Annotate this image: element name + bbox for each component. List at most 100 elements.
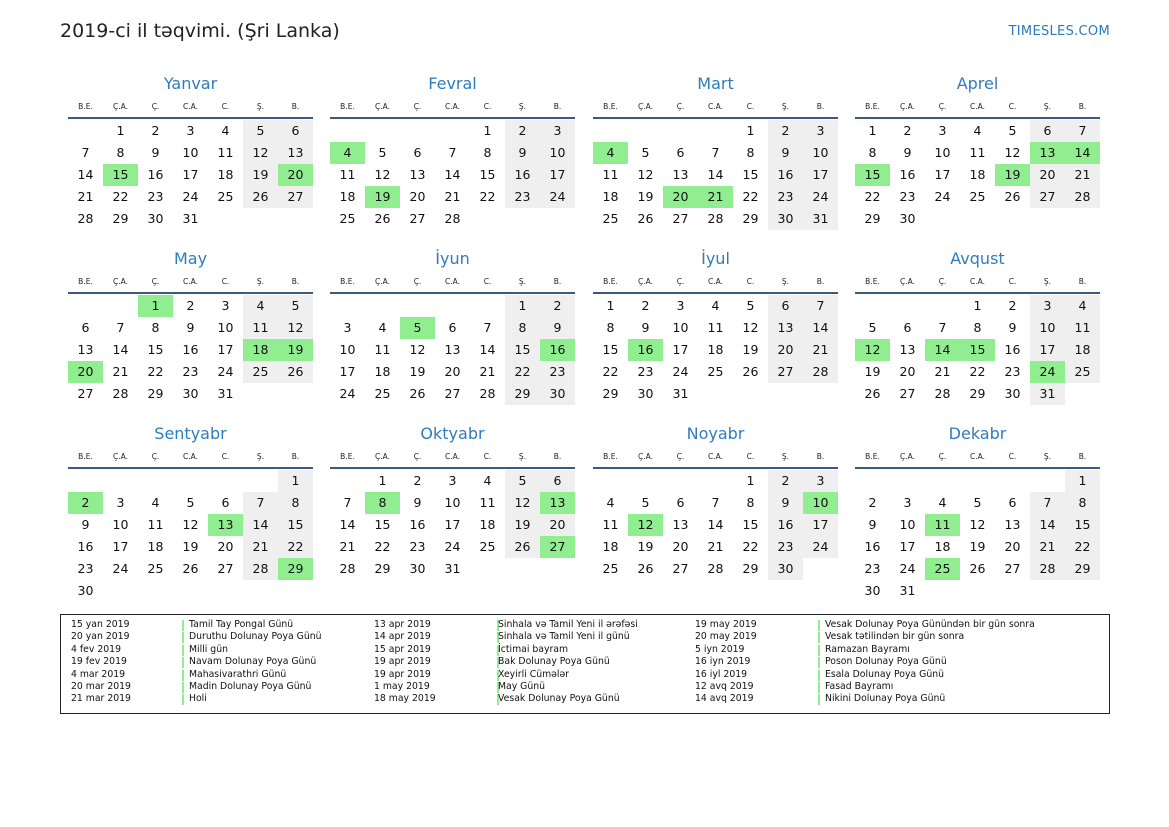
day-cell: 8 bbox=[973, 320, 982, 335]
holiday-day-cell: 20 bbox=[68, 361, 103, 383]
day-cell: 4 bbox=[243, 295, 278, 317]
day-cell: 2 bbox=[903, 123, 912, 138]
weekday-label: Ş. bbox=[1043, 102, 1052, 111]
day-cell: 12 bbox=[243, 142, 278, 164]
holiday-name: May Günü bbox=[498, 681, 546, 692]
holiday-marker bbox=[818, 620, 820, 631]
day-cell: 1 bbox=[378, 473, 387, 488]
day-cell: 24 bbox=[899, 561, 916, 576]
day-cell: 10 bbox=[182, 145, 199, 160]
day-cell: 21 bbox=[479, 364, 496, 379]
day-cell: 31 bbox=[803, 208, 838, 230]
day-cell: 29 bbox=[147, 386, 164, 401]
day-cell: 6 bbox=[1008, 495, 1017, 510]
day-cell: 2 bbox=[868, 495, 877, 510]
weekday-label: Ç.A. bbox=[899, 277, 915, 286]
day-cell: 30 bbox=[768, 558, 803, 580]
weekday-label: C. bbox=[1008, 102, 1017, 111]
day-cell: 18 bbox=[147, 539, 164, 554]
day-cell: 13 bbox=[672, 167, 689, 182]
day-cell: 9 bbox=[413, 495, 422, 510]
day-cell: 13 bbox=[409, 167, 426, 182]
day-cell: 1 bbox=[505, 295, 540, 317]
holiday-name: Vesak Dolunay Poya Günü bbox=[498, 693, 620, 705]
month-name: Fevral bbox=[428, 74, 477, 93]
day-cell: 23 bbox=[864, 561, 881, 576]
day-cell: 20 bbox=[409, 189, 426, 204]
holiday-date: 4 fev 2019 bbox=[71, 643, 121, 655]
weekday-label: Ş. bbox=[518, 277, 527, 286]
day-cell: 12 bbox=[637, 167, 654, 182]
day-cell: 6 bbox=[768, 295, 803, 317]
day-cell: 11 bbox=[602, 517, 619, 532]
weekday-header: B.E. Ç.A. Ç. C.A. C. Ş. B. bbox=[593, 102, 838, 118]
day-cell: 9 bbox=[81, 517, 90, 532]
day-cell: 7 bbox=[1030, 492, 1065, 514]
day-cell: 11 bbox=[217, 145, 234, 160]
weekday-label: Ç. bbox=[676, 102, 685, 111]
day-cell: 11 bbox=[969, 145, 986, 160]
day-cell: 28 bbox=[1065, 186, 1100, 208]
day-cell: 3 bbox=[938, 123, 947, 138]
holiday-name: İctimai bayram bbox=[498, 643, 569, 655]
weekday-label: Ç. bbox=[413, 277, 422, 286]
weekday-label: Ç. bbox=[676, 277, 685, 286]
weekday-label: C.A. bbox=[969, 102, 985, 111]
day-cell: 7 bbox=[343, 495, 352, 510]
weekday-label: B.E. bbox=[603, 102, 618, 111]
weekday-label: B. bbox=[291, 452, 300, 461]
day-cell: 30 bbox=[768, 208, 803, 230]
day-cell: 7 bbox=[116, 320, 125, 335]
day-cell: 27 bbox=[409, 211, 426, 226]
day-cell: 19 bbox=[637, 189, 654, 204]
day-cell: 16 bbox=[77, 539, 94, 554]
day-cell: 2 bbox=[768, 470, 803, 492]
weekday-label: Ç. bbox=[151, 102, 160, 111]
holiday-day-cell: 15 bbox=[103, 164, 138, 186]
day-cell: 16 bbox=[768, 514, 803, 536]
weekday-label: Ç.A. bbox=[112, 452, 128, 461]
holiday-row: 4 fev 2019 Milli gün bbox=[71, 644, 471, 656]
day-cell: 18 bbox=[707, 342, 724, 357]
day-cell: 18 bbox=[1065, 339, 1100, 361]
day-cell: 10 bbox=[444, 495, 461, 510]
day-cell: 15 bbox=[374, 517, 391, 532]
day-cell: 21 bbox=[803, 339, 838, 361]
day-cell: 28 bbox=[444, 211, 461, 226]
day-cell: 28 bbox=[934, 386, 951, 401]
day-cell: 1 bbox=[483, 123, 492, 138]
weekday-label: Ç.A. bbox=[637, 277, 653, 286]
holiday-marker bbox=[497, 620, 499, 631]
day-cell: 7 bbox=[81, 145, 90, 160]
day-cell: 15 bbox=[147, 342, 164, 357]
day-cell: 25 bbox=[374, 386, 391, 401]
day-cell: 21 bbox=[112, 364, 129, 379]
day-cell: 6 bbox=[278, 120, 313, 142]
day-cell: 6 bbox=[903, 320, 912, 335]
holiday-date: 5 iyn 2019 bbox=[695, 643, 745, 655]
holiday-marker bbox=[818, 644, 820, 656]
day-cell: 10 bbox=[112, 517, 129, 532]
day-cell: 2 bbox=[151, 123, 160, 138]
day-cell: 18 bbox=[602, 539, 619, 554]
day-cell: 17 bbox=[899, 539, 916, 554]
weekday-label: B. bbox=[1078, 102, 1087, 111]
day-cell: 23 bbox=[182, 364, 199, 379]
day-cell: 21 bbox=[444, 189, 461, 204]
day-cell: 17 bbox=[540, 164, 575, 186]
weekday-label: Ş. bbox=[781, 452, 790, 461]
day-cell: 22 bbox=[969, 364, 986, 379]
holiday-row: 14 apr 2019 Sinhala və Tamil Yeni il günü bbox=[374, 631, 774, 644]
day-cell: 24 bbox=[803, 536, 838, 558]
holiday-row: 20 yan 2019 Duruthu Dolunay Poya Günü bbox=[71, 631, 471, 644]
day-cell: 20 bbox=[672, 539, 689, 554]
day-cell: 17 bbox=[672, 342, 689, 357]
day-cell: 26 bbox=[637, 561, 654, 576]
weekday-label: C.A. bbox=[707, 102, 723, 111]
header-divider bbox=[68, 117, 313, 119]
brand-link[interactable]: TIMESLES.COM bbox=[1008, 24, 1110, 39]
day-cell: 23 bbox=[77, 561, 94, 576]
header-divider bbox=[593, 467, 838, 469]
day-cell: 6 bbox=[413, 145, 422, 160]
weekday-label: Ç.A. bbox=[112, 102, 128, 111]
